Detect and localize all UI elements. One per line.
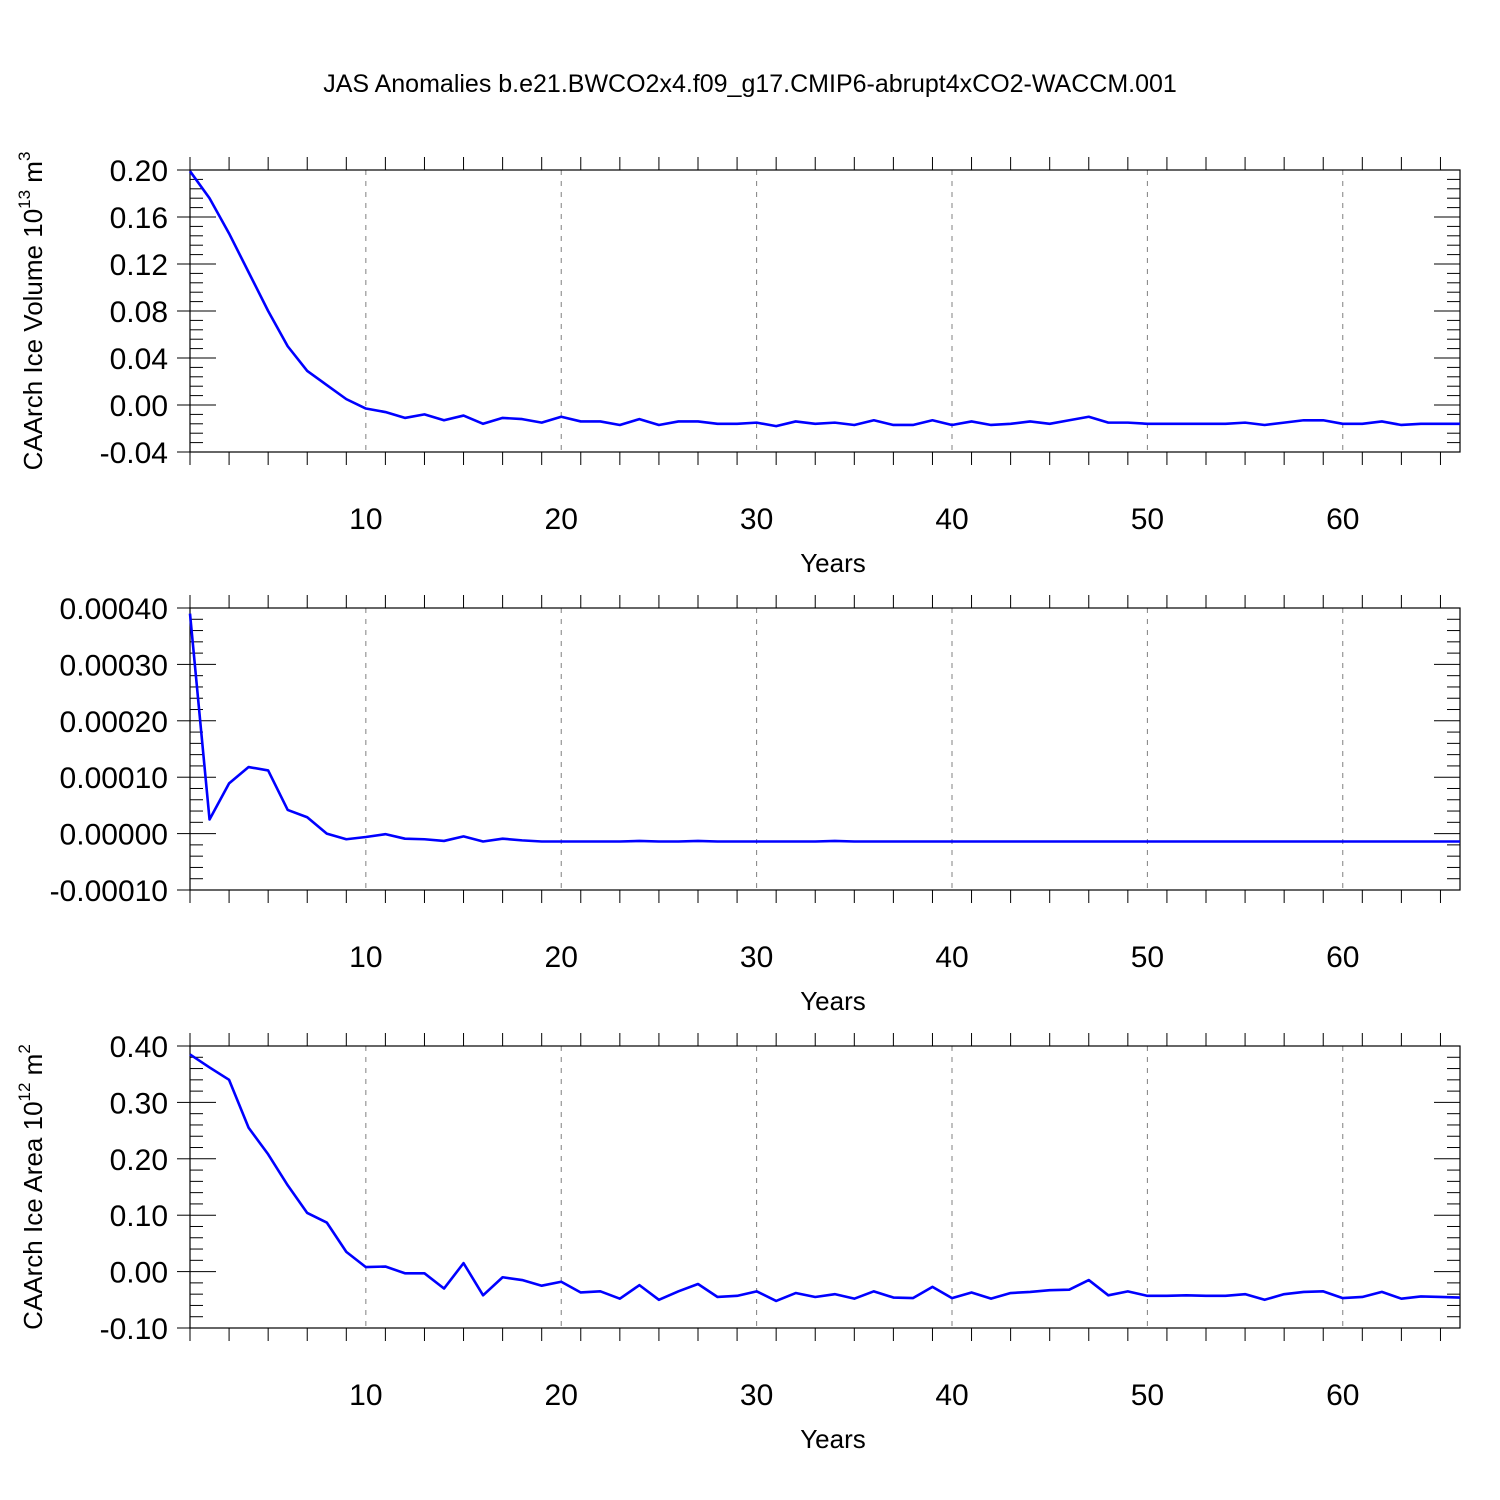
series-line xyxy=(188,613,1460,843)
x-tick-label: 60 xyxy=(1326,503,1359,536)
y-axis-label-part: 13 xyxy=(15,190,34,209)
y-tick-label: 0.00000 xyxy=(60,819,168,852)
series-line xyxy=(188,170,1460,428)
x-tick-label: 50 xyxy=(1131,941,1164,974)
y-tick-label: 0.30 xyxy=(110,1087,168,1120)
x-tick-label: 50 xyxy=(1131,503,1164,536)
series-line xyxy=(189,1053,1461,1303)
y-tick-label: -0.10 xyxy=(100,1313,168,1346)
y-axis-label-part: CAArch Ice Volume 10 xyxy=(18,209,48,471)
y-axis-label-part: CAArch Ice Area 10 xyxy=(18,1101,48,1329)
y-tick-label: -0.04 xyxy=(100,437,168,470)
x-tick-label: 10 xyxy=(349,1379,382,1412)
y-axis-label: CAArch Ice Volume 1013 m3 xyxy=(15,152,48,471)
x-tick-label: 10 xyxy=(349,503,382,536)
y-axis-label-part: m xyxy=(18,1054,48,1083)
x-tick-label: 50 xyxy=(1131,1379,1164,1412)
x-axis-label: Years xyxy=(800,548,866,578)
x-tick-label: 20 xyxy=(545,503,578,536)
chart-title: JAS Anomalies b.e21.BWCO2x4.f09_g17.CMIP… xyxy=(323,70,1177,98)
y-tick-label: 0.00040 xyxy=(60,593,168,626)
y-axis-label: CAArch Ice Area 1012 m2 xyxy=(15,1044,48,1330)
plot-frame xyxy=(189,169,1461,453)
x-tick-label: 40 xyxy=(935,1379,968,1412)
y-tick-label: 0.20 xyxy=(110,155,168,188)
y-tick-label: 0.08 xyxy=(110,296,168,329)
y-tick-label: 0.00 xyxy=(110,1257,168,1290)
x-axis-label: Years xyxy=(800,986,866,1016)
y-tick-label: 0.40 xyxy=(110,1031,168,1064)
x-tick-label: 20 xyxy=(545,941,578,974)
x-tick-label: 40 xyxy=(935,941,968,974)
y-tick-label: 0.16 xyxy=(110,202,168,235)
y-tick-label: -0.00010 xyxy=(50,875,168,908)
plot-frame xyxy=(189,607,1461,891)
x-axis-label: Years xyxy=(800,1424,866,1454)
x-tick-label: 30 xyxy=(740,941,773,974)
y-tick-label: 0.04 xyxy=(110,343,168,376)
y-tick-label: 0.12 xyxy=(110,249,168,282)
x-tick-label: 10 xyxy=(349,941,382,974)
x-tick-label: 30 xyxy=(740,503,773,536)
y-axis-label-part: 2 xyxy=(15,1044,34,1053)
y-tick-label: 0.10 xyxy=(110,1200,168,1233)
y-tick-label: 0.00030 xyxy=(60,649,168,682)
y-axis-label-part: 12 xyxy=(15,1083,34,1102)
y-tick-label: 0.00 xyxy=(110,390,168,423)
x-tick-label: 40 xyxy=(935,503,968,536)
y-tick-label: 0.00010 xyxy=(60,762,168,795)
x-tick-label: 30 xyxy=(740,1379,773,1412)
plot-frame xyxy=(189,1045,1461,1329)
y-axis-label-part: m xyxy=(18,161,48,190)
y-tick-label: 0.00020 xyxy=(60,706,168,739)
x-tick-label: 60 xyxy=(1326,941,1359,974)
x-tick-label: 60 xyxy=(1326,1379,1359,1412)
x-tick-label: 20 xyxy=(545,1379,578,1412)
y-axis-label-part: 3 xyxy=(15,152,34,161)
y-tick-label: 0.20 xyxy=(110,1144,168,1177)
